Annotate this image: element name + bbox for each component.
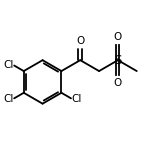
Text: S: S [114,54,122,67]
Text: Cl: Cl [3,60,14,70]
Text: Cl: Cl [71,93,82,104]
Text: O: O [114,32,122,42]
Text: O: O [114,78,122,88]
Text: O: O [76,36,84,46]
Text: Cl: Cl [3,93,14,104]
